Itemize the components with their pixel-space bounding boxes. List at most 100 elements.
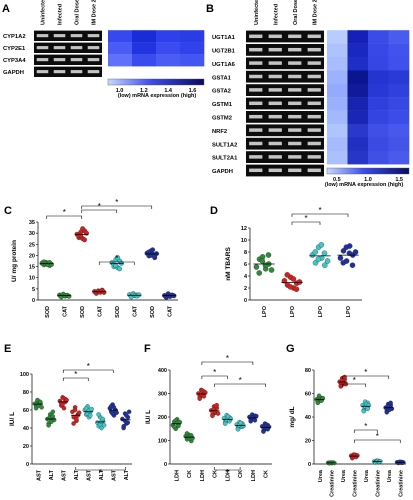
gel-band (53, 58, 66, 62)
panel-a-heatmap (108, 30, 205, 67)
gel-band (53, 34, 66, 38)
significance-asterisk: * (376, 432, 379, 441)
panel-b-gel-heatmap: B UGT1A1 UGT2B1 UGT1A6 GSTA1 GSTA2 GSTM1 GSTM2… (206, 0, 410, 188)
gel-band (307, 74, 321, 79)
gel-band (249, 128, 263, 132)
y-tick-label: 6 (244, 262, 247, 268)
gel-row (246, 111, 324, 123)
data-point (312, 249, 318, 255)
y-tick-label: 80 (23, 390, 29, 396)
gel-band (53, 46, 66, 50)
data-point (72, 407, 78, 413)
x-tick-label: CAT (97, 305, 103, 317)
significance-bracket (291, 221, 321, 225)
x-tick-label: LPO (290, 305, 296, 317)
panel-b-letter: B (206, 3, 214, 15)
gene-label: CYP1A2 (3, 34, 26, 40)
data-point (214, 402, 219, 408)
significance-bracket (201, 375, 228, 379)
data-point (361, 408, 367, 414)
gel-row (34, 54, 102, 65)
panel-a-letter: A (2, 3, 10, 15)
x-tick-label: Creatinine (375, 470, 381, 497)
y-tick-label: 40 (305, 415, 311, 421)
y-tick-label: 100 (158, 439, 167, 445)
data-point (318, 242, 325, 248)
data-point (119, 260, 124, 266)
gel-band (268, 128, 282, 132)
heatmap-cell (347, 137, 369, 151)
data-point (117, 266, 122, 272)
data-point (343, 244, 350, 250)
color-scale-tick: 0.5 (333, 177, 341, 183)
data-point (100, 416, 106, 422)
data-point (346, 250, 353, 256)
y-tick-label: 100 (20, 372, 29, 378)
heatmap-cell (368, 43, 389, 58)
gel-band (249, 141, 263, 146)
data-point (293, 286, 300, 292)
y-tick-label: 15 (29, 265, 35, 271)
panel-e-dotplot: E IU/ L 0 20 40 60 80 100 AST ALT AST ALT AST ALT AST A… (4, 343, 132, 481)
heatmap-cell (132, 42, 157, 55)
data-point (82, 237, 87, 243)
y-tick-label: 0 (308, 462, 311, 468)
gel-band (249, 101, 263, 106)
significance-asterisk: * (115, 198, 118, 207)
gel-band (307, 168, 321, 173)
y-tick-label: 80 (305, 368, 311, 374)
gel-band (307, 101, 321, 106)
gene-label: GSTM1 (212, 102, 233, 108)
data-point (281, 278, 288, 284)
x-tick-label: LDH (174, 470, 180, 481)
significance-asterisk: * (304, 214, 307, 223)
color-scale-tick: 1.0 (116, 88, 124, 94)
heatmap-cell (347, 83, 369, 98)
y-tick-label: 40 (23, 426, 29, 432)
panel-b-color-scale: 0.5 1.0 1.5 (326, 167, 410, 183)
significance-bracket (81, 205, 153, 209)
significance-asterisk: * (87, 362, 90, 371)
gel-band (288, 141, 302, 146)
heatmap-cell (347, 124, 369, 138)
data-point (215, 411, 221, 416)
gene-label: SULT2A1 (212, 156, 238, 162)
gel-band (268, 155, 282, 159)
data-point (228, 416, 234, 422)
gene-label: UGT1A1 (212, 35, 236, 41)
data-point (66, 293, 72, 299)
data-point (355, 453, 360, 458)
y-tick-label: 200 (158, 415, 167, 421)
gel-band (307, 114, 321, 119)
data-point (315, 400, 321, 406)
heatmap-cell (327, 70, 348, 84)
heatmap-cell (368, 110, 389, 125)
x-tick-label: AST (111, 469, 117, 481)
gel-band (268, 61, 282, 65)
data-point (238, 420, 244, 426)
y-tick-label: 400 (158, 368, 167, 374)
panel-b-gel-image (246, 30, 324, 177)
lane-label: Uninfected (41, 0, 47, 25)
data-point (290, 276, 297, 282)
data-point (389, 406, 395, 412)
significance-asterisk: * (213, 368, 216, 377)
gene-label: GAPDH (3, 70, 24, 76)
panel-a-gel-image (34, 30, 102, 77)
data-point (265, 252, 272, 258)
heatmap-cell (347, 150, 369, 165)
gel-band (288, 155, 302, 159)
data-point (262, 262, 269, 268)
y-axis-label: IU/ L (145, 410, 152, 424)
heatmap-cell (368, 137, 389, 151)
heatmap-cell (132, 54, 157, 67)
x-tick-label: AST (36, 469, 42, 481)
significance-bracket (98, 261, 135, 265)
x-tick-label: SOD (150, 306, 156, 318)
heatmap-cell (347, 43, 369, 58)
panel-b-scale-caption: (low) mRNA expression (high) (325, 182, 403, 188)
gene-label: UGT1A6 (212, 62, 236, 68)
gel-row (246, 124, 324, 137)
panel-letter: F (144, 343, 151, 355)
